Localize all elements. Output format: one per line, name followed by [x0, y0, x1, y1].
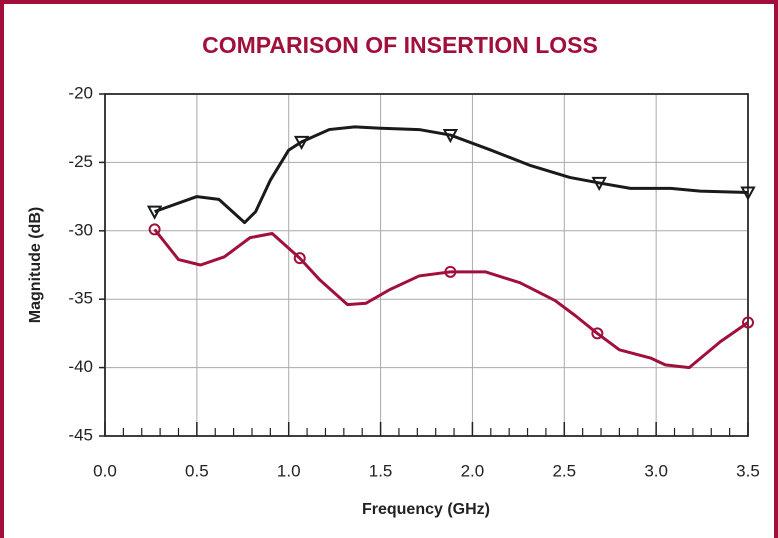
marker	[146, 205, 163, 220]
y-tick-label: -20	[68, 83, 93, 102]
plot-border	[104, 93, 749, 437]
marker	[148, 223, 161, 236]
x-tick-label: 1.5	[369, 461, 393, 480]
y-tick-label: -25	[68, 152, 93, 171]
marker	[444, 265, 457, 278]
x-tick-label: 2.0	[461, 461, 485, 480]
x-tick-label: 0.0	[93, 461, 117, 480]
y-tick-label: -40	[68, 357, 93, 376]
x-axis-label: Frequency (GHz)	[362, 501, 490, 518]
x-tick-label: 0.5	[185, 461, 209, 480]
series-line	[153, 228, 749, 370]
marker	[740, 186, 756, 201]
chart-title: COMPARISON OF INSERTION LOSS	[202, 32, 598, 58]
marker	[293, 252, 306, 265]
marker	[293, 135, 310, 150]
y-tick-label: -35	[68, 289, 93, 308]
marker	[591, 176, 607, 192]
x-tick-label: 3.5	[736, 461, 760, 480]
y-tick-label: -30	[68, 220, 93, 239]
marker	[742, 316, 754, 329]
marker	[442, 129, 459, 144]
x-tick-label: 1.0	[277, 461, 301, 480]
series-line	[154, 125, 749, 225]
x-tick-label: 2.5	[552, 461, 576, 480]
marker	[591, 327, 604, 340]
y-tick-label: -45	[68, 425, 93, 444]
x-tick-label: 3.0	[644, 461, 668, 480]
y-axis-label: Magnitude (dB)	[27, 207, 44, 323]
